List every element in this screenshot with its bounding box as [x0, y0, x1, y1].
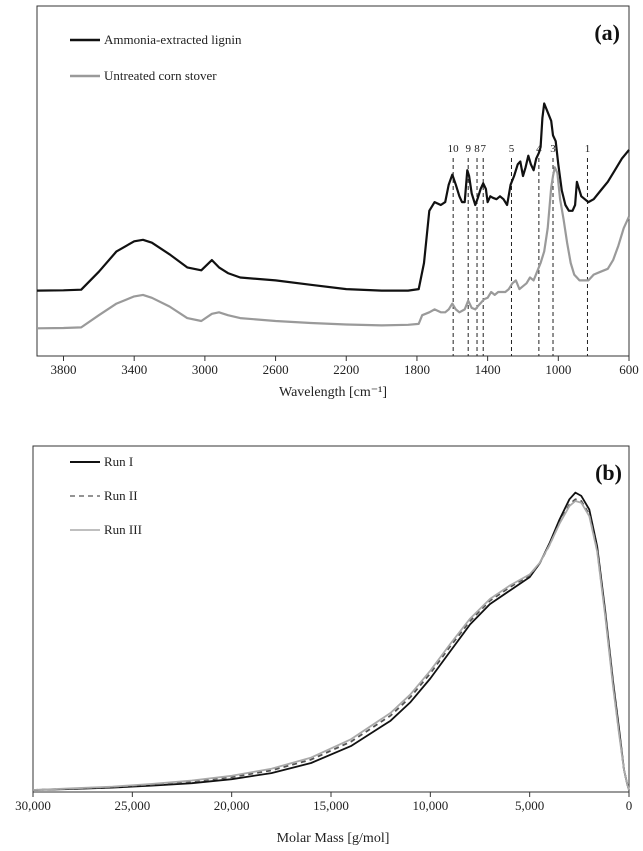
- panel-b-plot: [32, 491, 630, 791]
- panel-a: 10 9 8 7 5 4 3 1 3800 3400 3000 2600 2200 1800 1400 10…: [36, 5, 639, 400]
- panel-a-frame: [36, 5, 630, 357]
- panel-a-label: (a): [594, 20, 620, 45]
- x-tick-label: 1800: [404, 362, 430, 377]
- peak-label-9: 9: [465, 143, 471, 155]
- series-line-run-iii: [32, 500, 630, 791]
- panel-b-legend: Run I Run II Run III: [70, 454, 142, 537]
- peak-label-8: 8: [474, 143, 480, 155]
- x-tick-label: 20,000: [214, 798, 250, 813]
- series-line-run-i: [32, 491, 630, 791]
- x-tick-label: 5,000: [515, 798, 544, 813]
- panel-b: 30,000 25,000 20,000 15,000 10,000 5,000 0 Mol…: [15, 445, 632, 846]
- panel-b-label: (b): [595, 460, 622, 485]
- x-tick-label: 2600: [263, 362, 289, 377]
- legend-label-corn-stover: Untreated corn stover: [104, 68, 217, 83]
- series-line-run-ii: [32, 498, 630, 791]
- x-tick-label: 3000: [192, 362, 218, 377]
- x-tick-label: 25,000: [114, 798, 150, 813]
- peak-label-7: 7: [480, 143, 486, 155]
- x-tick-label: 1000: [545, 362, 571, 377]
- x-tick-label: 0: [626, 798, 633, 813]
- legend-label-ammonia: Ammonia-extracted lignin: [104, 32, 242, 47]
- x-tick-label: 10,000: [412, 798, 448, 813]
- panel-a-x-axis-title: Wavelength [cm⁻¹]: [279, 385, 387, 400]
- peak-label-10: 10: [448, 143, 460, 155]
- series-line-untreated-corn-stover: [36, 166, 631, 330]
- panel-b-x-axis-title: Molar Mass [g/mol]: [277, 831, 390, 846]
- peak-label-1: 1: [585, 143, 591, 155]
- x-tick-label: 2200: [333, 362, 359, 377]
- x-tick-label: 3400: [121, 362, 147, 377]
- legend-label-run-2: Run II: [104, 488, 138, 503]
- x-tick-label: 3800: [51, 362, 77, 377]
- x-tick-label: 15,000: [313, 798, 349, 813]
- x-tick-label: 1400: [475, 362, 501, 377]
- legend-label-run-3: Run III: [104, 522, 142, 537]
- panel-a-legend: Ammonia-extracted lignin Untreated corn …: [70, 32, 242, 83]
- peak-label-3: 3: [550, 143, 556, 155]
- x-tick-label: 30,000: [15, 798, 51, 813]
- panel-b-x-ticks: 30,000 25,000 20,000 15,000 10,000 5,000 0: [15, 792, 632, 813]
- series-line-ammonia-extracted-lignin: [36, 102, 630, 292]
- panel-a-plot: 10 9 8 7 5 4 3 1: [36, 102, 631, 356]
- x-tick-label: 600: [619, 362, 639, 377]
- legend-label-run-1: Run I: [104, 454, 133, 469]
- panel-a-x-ticks: 3800 3400 3000 2600 2200 1800 1400 1000 600: [51, 356, 639, 377]
- peak-label-5: 5: [509, 143, 515, 155]
